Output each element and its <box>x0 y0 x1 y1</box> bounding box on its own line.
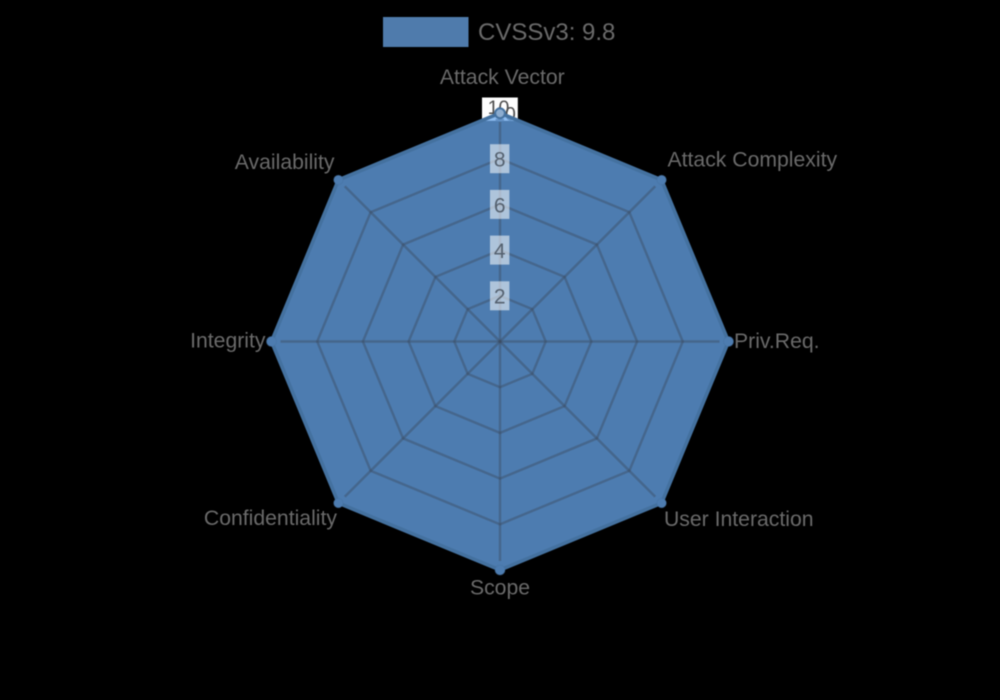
svg-text:8: 8 <box>494 149 506 172</box>
svg-text:Availability: Availability <box>235 151 335 174</box>
svg-text:6: 6 <box>494 194 506 217</box>
svg-text:Confidentiality: Confidentiality <box>204 507 337 530</box>
svg-text:Attack Vector: Attack Vector <box>440 66 565 89</box>
svg-text:Integrity: Integrity <box>190 330 266 353</box>
svg-text:Scope: Scope <box>470 577 530 600</box>
svg-text:CVSSv3: 9.8: CVSSv3: 9.8 <box>478 19 615 46</box>
svg-text:Attack Complexity: Attack Complexity <box>668 149 838 172</box>
svg-text:2: 2 <box>494 286 506 309</box>
svg-text:User Interaction: User Interaction <box>664 508 814 531</box>
svg-text:4: 4 <box>494 240 506 263</box>
svg-text:Priv.Req.: Priv.Req. <box>734 330 820 353</box>
